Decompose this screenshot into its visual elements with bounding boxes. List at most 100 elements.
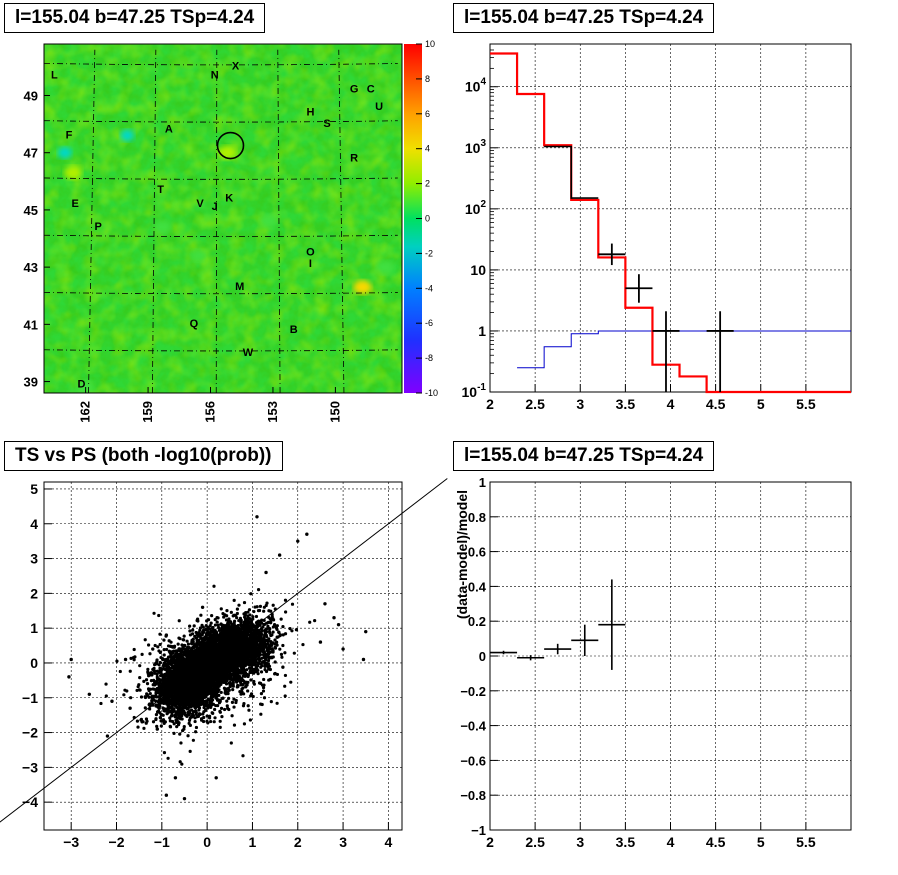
scatter-point xyxy=(197,701,201,706)
scatter-point xyxy=(177,706,182,710)
scatter-point xyxy=(281,643,285,648)
source-label: F xyxy=(66,129,73,141)
scatter-point xyxy=(196,679,200,683)
hot-spot xyxy=(376,260,395,275)
map-x-tick-label: 156 xyxy=(203,401,218,423)
scatter-point xyxy=(163,720,167,724)
map-grid-longitude xyxy=(215,49,218,393)
cold-spot xyxy=(191,249,206,262)
scatter-point xyxy=(215,698,220,702)
scatter-x-tick-label: 1 xyxy=(249,834,257,850)
scatter-point xyxy=(154,703,158,707)
scatter-point xyxy=(178,717,183,721)
scatter-x-tick-label: 0 xyxy=(203,834,211,850)
source-label: G xyxy=(350,84,359,96)
scatter-y-tick-label: 4 xyxy=(30,516,38,532)
scatter-point xyxy=(201,630,206,635)
scatter-point xyxy=(260,656,264,660)
third-histogram xyxy=(517,330,851,369)
spec-x-tick-label: 2.5 xyxy=(525,396,545,412)
source-label: J xyxy=(212,201,218,213)
source-label: X xyxy=(232,61,240,73)
scatter-point xyxy=(246,689,250,693)
scatter-point xyxy=(280,655,284,659)
scatter-point xyxy=(168,677,172,681)
spec-y-tick-label: 102 xyxy=(465,199,487,217)
scatter-y-tick-label: 2 xyxy=(30,585,38,601)
map-y-tick-label: 45 xyxy=(24,203,38,218)
scatter-point xyxy=(182,652,186,657)
colorbar-tick-label: 2 xyxy=(425,179,430,189)
scatter-point xyxy=(162,751,167,755)
scatter-x-tick-label: −3 xyxy=(63,834,79,850)
scatter-point xyxy=(217,628,222,633)
scatter-point xyxy=(177,721,181,725)
scatter-point xyxy=(279,652,284,656)
scatter-point xyxy=(249,678,253,682)
spec-y-tick-label: 10-1 xyxy=(462,382,487,400)
scatter-point xyxy=(262,635,266,640)
map-title: l=155.04 b=47.25 TSp=4.24 xyxy=(4,3,266,33)
scatter-point xyxy=(155,724,159,728)
scatter-point xyxy=(179,669,184,674)
scatter-point xyxy=(207,698,211,702)
colorbar-tick-label: 10 xyxy=(425,39,435,49)
scatter-point xyxy=(220,715,224,719)
scatter-point xyxy=(153,663,157,667)
map-y-tick-label: 47 xyxy=(24,146,38,161)
source-label: E xyxy=(72,198,79,210)
data-histogram xyxy=(544,145,599,199)
hot-spot xyxy=(259,214,278,229)
scatter-x-tick-label: 3 xyxy=(339,834,347,850)
scatter-point xyxy=(139,695,144,699)
source-circle-marker xyxy=(216,131,245,160)
source-label: Q xyxy=(190,318,199,330)
spec-y-tick-label: 103 xyxy=(465,138,487,156)
scatter-point xyxy=(222,615,226,619)
source-label: L xyxy=(51,69,58,81)
scatter-y-tick-label: −4 xyxy=(22,794,38,810)
scatter-point xyxy=(224,682,229,686)
scatter-point xyxy=(136,725,140,729)
colorbar-tick-label: -2 xyxy=(425,248,433,258)
scatter-point xyxy=(210,614,214,618)
scatter-point xyxy=(271,630,275,634)
source-label: M xyxy=(235,281,244,293)
scatter-point xyxy=(152,687,157,691)
scatter-point xyxy=(252,609,256,614)
scatter-point xyxy=(172,722,176,726)
spec-x-tick-label: 4 xyxy=(667,396,675,412)
scatter-panel: −3 −2 −1 0 1 2 3 4 −4 −3 −2 −1 0 1 2 3 4 5 TS vs PS (both… xyxy=(0,438,449,875)
scatter-point xyxy=(176,710,180,714)
scatter-point xyxy=(268,677,273,681)
scatter-point xyxy=(168,716,172,720)
source-label: O xyxy=(306,247,315,259)
scatter-y-tick-label: −1 xyxy=(22,690,38,706)
source-label: W xyxy=(243,347,254,359)
scatter-point xyxy=(177,713,181,717)
spec-y-tick-label: 104 xyxy=(465,77,487,95)
map-grid-longitude xyxy=(338,49,345,393)
scatter-point xyxy=(157,701,161,705)
scatter-point xyxy=(232,613,236,617)
source-label: C xyxy=(367,84,375,96)
scatter-point xyxy=(155,695,159,699)
scatter-point xyxy=(188,629,192,633)
scatter-point xyxy=(248,613,252,617)
scatter-point xyxy=(160,682,164,686)
scatter-point xyxy=(252,628,256,633)
colorbar-tick-label: 4 xyxy=(425,144,430,154)
scatter-point xyxy=(256,671,260,676)
source-label: V xyxy=(196,198,204,210)
scatter-point xyxy=(271,625,275,629)
scatter-point xyxy=(186,642,191,646)
colorbar-tick-label: -4 xyxy=(425,283,433,293)
scatter-point xyxy=(174,682,178,686)
spec-x-tick-label: 5.5 xyxy=(796,396,816,412)
scatter-point xyxy=(165,709,169,713)
scatter-point xyxy=(236,623,240,628)
scatter-point xyxy=(216,687,220,691)
scatter-point xyxy=(251,615,255,619)
colorbar-tick-label: -8 xyxy=(425,353,433,363)
